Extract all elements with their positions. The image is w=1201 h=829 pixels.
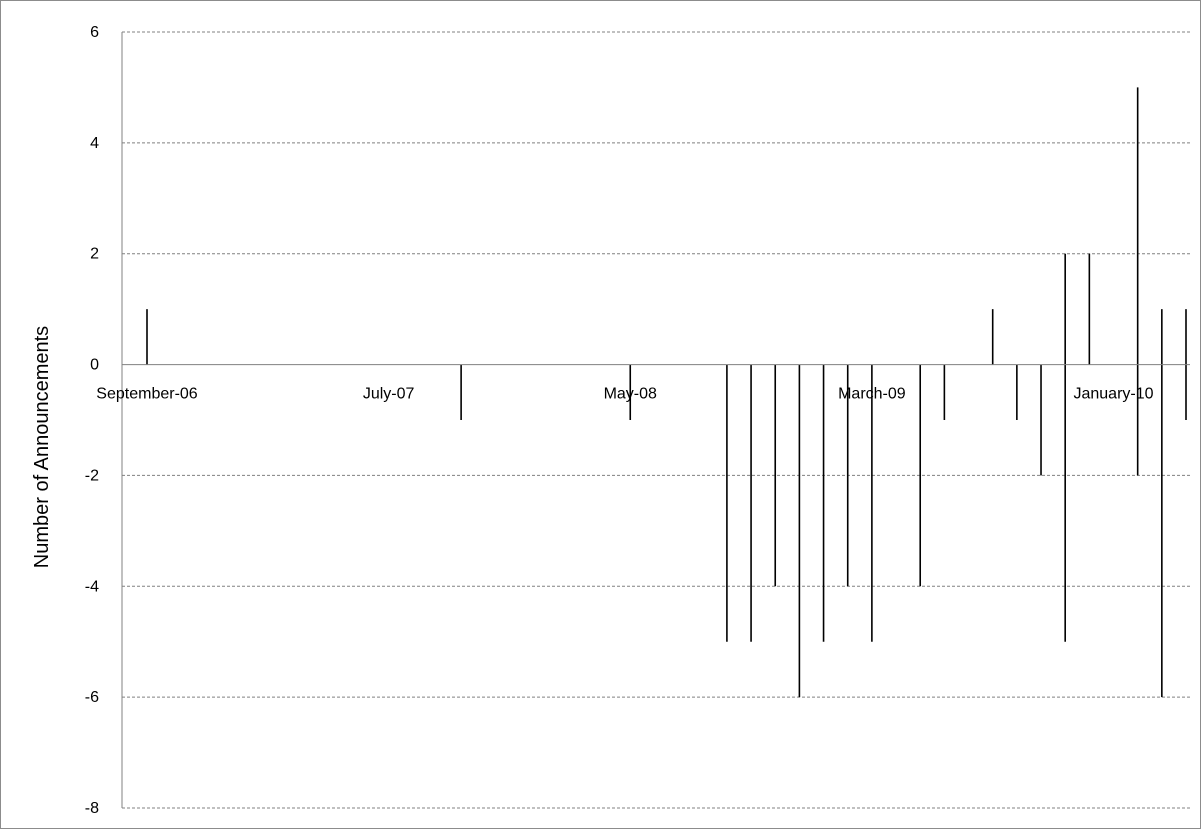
- y-tick-label: -2: [85, 467, 99, 484]
- bars: [146, 87, 1187, 698]
- tick-labels: -8 -6 -4 -2 0 2 4 6 September-06 July-07 May-08 Mar…: [85, 24, 1154, 817]
- x-tick-label: January-10: [1073, 386, 1153, 403]
- x-tick-label: July-07: [363, 386, 415, 403]
- y-tick-label: -4: [85, 578, 99, 595]
- y-tick-label: 0: [90, 357, 99, 374]
- x-tick-label: September-06: [96, 386, 197, 403]
- axes: [121, 32, 1190, 808]
- gridlines: [122, 31, 1190, 809]
- y-tick-label: -8: [85, 800, 99, 817]
- x-tick-label: March-09: [838, 386, 906, 403]
- y-tick-label: 6: [90, 24, 99, 41]
- y-tick-label: 4: [90, 135, 99, 152]
- y-tick-label: 2: [90, 246, 99, 263]
- x-tick-label: May-08: [604, 386, 657, 403]
- y-tick-label: -6: [85, 689, 99, 706]
- y-axis-title: Number of Announcements: [31, 326, 53, 568]
